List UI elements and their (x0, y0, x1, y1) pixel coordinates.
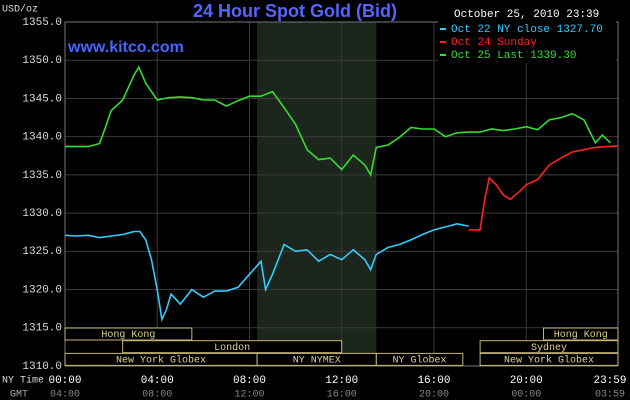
x2-axis-label: GMT (10, 390, 28, 400)
session-box (543, 327, 619, 341)
x2-tick-label: 08:00 (142, 390, 172, 400)
y-tick-label: 1310.0 (22, 361, 62, 373)
session-box (479, 352, 619, 366)
y-tick-label: 1330.0 (22, 208, 62, 220)
x2-tick-label: 03:59 (595, 390, 625, 400)
y-tick-label: 1335.0 (22, 170, 62, 182)
timestamp: October 25, 2010 23:39 (454, 9, 599, 21)
y-tick-label: 1315.0 (22, 323, 62, 335)
x2-tick-label: 04:00 (50, 390, 80, 400)
legend-label: Oct 22 NY close 1327.70 (451, 24, 603, 36)
chart-title: 24 Hour Spot Gold (Bid) (193, 1, 397, 21)
y-tick-label: 1320.0 (22, 284, 62, 296)
series-line (468, 145, 619, 231)
series-line (64, 222, 469, 323)
y-tick-label: 1325.0 (22, 246, 62, 258)
x-tick-label: 23:59 (593, 375, 626, 387)
session-label: NY NYMEX (293, 356, 341, 367)
legend-label: Oct 24 Sunday (451, 37, 537, 49)
legend-label: Oct 25 Last 1339.30 (451, 50, 576, 62)
legend-box (438, 21, 616, 63)
watermark: www.kitco.com (67, 39, 184, 56)
session-label: New York Globex (116, 355, 206, 367)
session-box (122, 340, 343, 354)
session-label: Hong Kong (101, 330, 155, 341)
session-label: New York Globex (504, 355, 594, 367)
x-tick-label: 20:00 (510, 375, 543, 387)
x2-tick-label: 16:00 (327, 390, 357, 400)
y-axis-label: USD/oz (2, 4, 38, 16)
x-tick-label: 12:00 (325, 375, 358, 387)
session-label: Hong Kong (554, 330, 608, 341)
series-line (65, 65, 611, 178)
x-tick-label: 00:00 (48, 375, 81, 387)
x2-tick-label: 00:00 (511, 390, 541, 400)
x-tick-label: 08:00 (233, 375, 266, 387)
y-tick-label: 1340.0 (22, 132, 62, 144)
y-tick-label: 1350.0 (22, 55, 62, 67)
x2-tick-label: 12:00 (234, 390, 264, 400)
session-label: London (214, 342, 250, 354)
x-axis-label: NY Time (2, 375, 44, 387)
session-label: NY Globex (393, 355, 447, 367)
plot-frame (64, 21, 619, 367)
y-tick-label: 1355.0 (22, 17, 62, 29)
session-box (479, 340, 619, 354)
y-tick-label: 1345.0 (22, 93, 62, 105)
session-box (375, 352, 464, 366)
session-label: Sydney (531, 342, 567, 354)
x-tick-label: 16:00 (417, 375, 450, 387)
x-tick-label: 04:00 (141, 375, 174, 387)
shaded-session (257, 22, 377, 366)
x2-tick-label: 20:00 (419, 390, 449, 400)
session-box (64, 327, 193, 341)
